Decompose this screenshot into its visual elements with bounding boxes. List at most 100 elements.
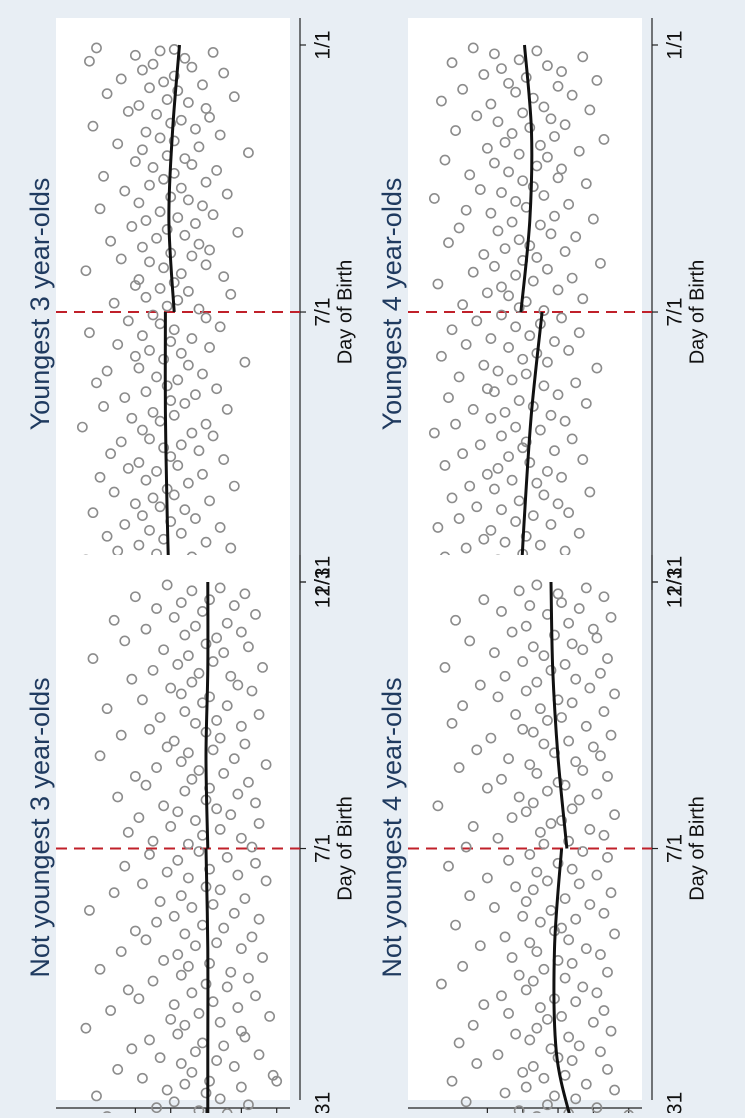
data-point <box>129 49 141 61</box>
data-point <box>474 679 486 691</box>
data-point <box>527 884 539 896</box>
data-point <box>129 591 141 603</box>
data-point <box>122 463 134 474</box>
data-point <box>186 902 198 913</box>
panel-title: Youngest 4 year-olds <box>377 178 407 431</box>
x-axis-title: Day of Birth <box>334 260 356 364</box>
data-point <box>197 79 208 91</box>
data-point <box>552 776 564 788</box>
data-point <box>126 1043 138 1055</box>
data-point <box>235 943 247 955</box>
data-point <box>492 463 504 474</box>
data-point <box>119 860 131 872</box>
data-point <box>257 662 268 673</box>
data-point <box>112 339 124 350</box>
data-point <box>140 779 152 791</box>
data-point <box>267 1069 279 1081</box>
data-point <box>432 800 444 812</box>
data-point <box>464 169 476 181</box>
data-point <box>538 380 550 392</box>
data-point <box>573 145 585 157</box>
data-point <box>232 788 244 800</box>
data-point <box>542 785 553 797</box>
data-point <box>542 356 553 368</box>
data-point <box>542 263 553 275</box>
data-point <box>190 940 201 952</box>
data-point <box>214 823 226 835</box>
fit-line-right <box>163 311 171 583</box>
data-point <box>453 1037 465 1049</box>
data-point <box>485 98 497 110</box>
data-point <box>214 732 226 744</box>
data-point <box>453 762 465 773</box>
data-point <box>534 1002 546 1013</box>
data-point <box>147 309 159 321</box>
data-point <box>489 902 500 913</box>
plot-area <box>408 555 642 1100</box>
data-point <box>122 826 134 838</box>
data-point <box>520 368 532 380</box>
data-point <box>144 344 155 356</box>
data-point <box>133 993 145 1005</box>
data-point <box>520 436 532 448</box>
data-point <box>517 656 529 667</box>
data-point <box>225 809 237 821</box>
data-point <box>602 966 613 978</box>
data-point <box>246 931 258 943</box>
data-point <box>598 706 610 717</box>
data-point <box>175 890 187 902</box>
data-point <box>556 815 567 826</box>
data-point <box>154 283 166 294</box>
data-point <box>221 700 233 712</box>
data-point <box>538 838 550 850</box>
data-point <box>179 928 191 940</box>
data-point <box>563 934 575 946</box>
data-point <box>179 504 191 516</box>
data-point <box>221 403 233 415</box>
data-point <box>243 776 254 788</box>
data-point <box>228 753 240 765</box>
data-point <box>542 151 553 163</box>
data-point <box>436 350 447 362</box>
data-point <box>556 1010 567 1022</box>
data-point <box>580 398 592 409</box>
data-point <box>80 265 92 277</box>
data-point <box>489 260 500 272</box>
data-point <box>517 353 529 365</box>
data-point <box>439 154 451 166</box>
data-point <box>179 398 191 409</box>
data-point <box>527 975 539 987</box>
data-point <box>253 913 265 925</box>
data-point <box>595 1046 606 1058</box>
data-point <box>492 116 504 128</box>
data-point <box>538 101 550 113</box>
data-point <box>573 603 585 614</box>
data-point <box>559 972 571 984</box>
data-point <box>211 803 223 815</box>
data-point <box>204 957 215 969</box>
data-point <box>137 510 148 522</box>
data-point <box>129 770 141 782</box>
data-point <box>566 638 578 650</box>
data-point <box>214 129 226 141</box>
data-point <box>154 501 166 513</box>
data-point <box>168 910 180 922</box>
data-point <box>584 486 596 498</box>
data-point <box>179 52 191 64</box>
data-point <box>485 412 497 424</box>
data-point <box>172 949 184 960</box>
data-point <box>182 650 194 662</box>
data-point <box>531 768 543 779</box>
data-point <box>239 738 251 750</box>
data-point <box>129 925 141 937</box>
data-point <box>239 588 251 600</box>
data-point <box>503 1008 514 1019</box>
data-point <box>489 386 500 398</box>
data-point <box>193 238 205 250</box>
data-point <box>137 241 148 253</box>
data-point <box>499 931 511 943</box>
data-point <box>446 57 458 69</box>
data-point <box>570 231 582 243</box>
data-point <box>193 141 205 153</box>
